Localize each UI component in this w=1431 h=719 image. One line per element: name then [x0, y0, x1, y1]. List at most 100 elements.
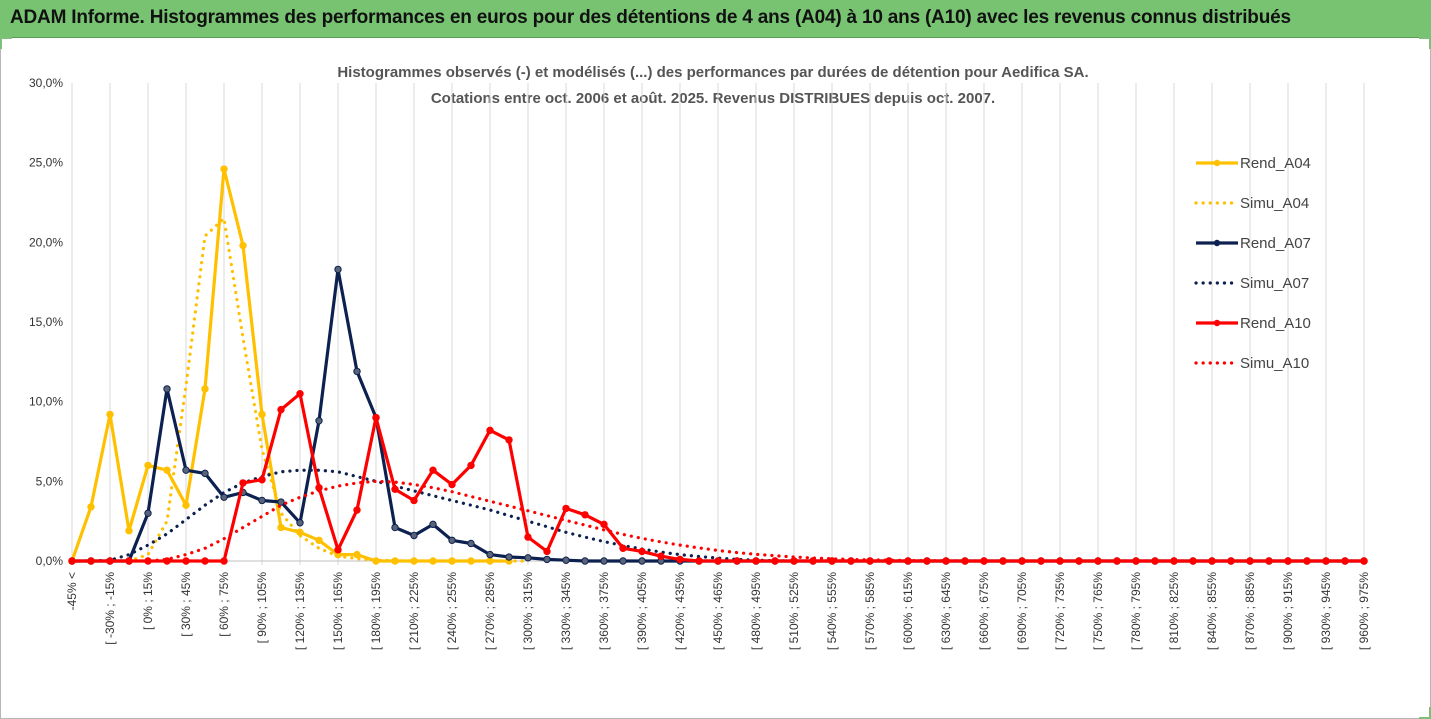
chart-title: Histogrammes observés (-) et modélisés (…	[337, 64, 1088, 81]
data-point-rend-a07	[334, 265, 342, 274]
x-tick-label: [ 840% ; 855%	[1205, 572, 1219, 650]
data-point-rend-a10	[467, 461, 475, 470]
data-point-rend-a10	[790, 557, 798, 565]
x-axis: -45% < [ -30% ; -15% [ 0% ; 15% [ 30% ; 45%…	[65, 560, 1371, 650]
data-point-rend-a07	[543, 555, 551, 564]
data-point-rend-a10	[714, 557, 722, 565]
legend-label-simu-a07: Simu_A07	[1240, 275, 1309, 292]
legend-label-rend-a10: Rend_A10	[1240, 315, 1311, 332]
legend-label-rend-a07: Rend_A07	[1240, 235, 1311, 252]
x-tick-label: [ 720% ; 735%	[1053, 572, 1067, 650]
data-point-rend-a10	[733, 557, 741, 565]
x-tick-label: [ 420% ; 435%	[673, 572, 687, 650]
data-point-rend-a10	[353, 506, 361, 514]
data-point-rend-a10	[410, 496, 418, 505]
data-point-rend-a10	[581, 511, 589, 519]
x-tick-label: [ 30% ; 45%	[179, 572, 193, 637]
data-point-rend-a07	[619, 557, 627, 565]
data-point-rend-a07	[467, 539, 475, 548]
x-tick-label: [ -30% ; -15%	[103, 572, 117, 645]
data-point-rend-a07	[144, 509, 152, 517]
data-point-rend-a10	[334, 546, 342, 554]
y-tick-label: 30,0%	[29, 76, 63, 90]
data-point-rend-a10	[695, 557, 703, 565]
data-point-rend-a07	[277, 498, 285, 506]
legend-marker-rend-a10	[1213, 319, 1221, 327]
x-tick-label: [ 570% ; 585%	[863, 572, 877, 650]
x-tick-label: [ 240% ; 255%	[445, 572, 459, 650]
x-tick-label: [ 360% ; 375%	[597, 572, 611, 650]
selection-corner-top-right	[1419, 37, 1431, 49]
data-point-rend-a10	[600, 520, 608, 529]
data-point-rend-a10	[296, 390, 304, 398]
x-tick-label: [ 510% ; 525%	[787, 572, 801, 650]
banner-title: ADAM Informe. Histogrammes des performan…	[10, 7, 1291, 28]
x-tick-label: [ 540% ; 555%	[825, 572, 839, 650]
x-tick-label: [ 90% ; 105%	[255, 572, 269, 644]
x-tick-label: [ 270% ; 285%	[483, 572, 497, 650]
x-tick-label: [ 210% ; 225%	[407, 572, 421, 650]
x-tick-label: [ 390% ; 405%	[635, 572, 649, 650]
x-tick-label: [ 450% ; 465%	[711, 572, 725, 650]
data-point-rend-a07	[201, 469, 209, 478]
data-point-rend-a04	[106, 410, 114, 419]
x-tick-label: [ 180% ; 195%	[369, 572, 383, 650]
x-tick-label: [ 630% ; 645%	[939, 572, 953, 650]
data-point-rend-a04	[163, 466, 171, 474]
legend-label-simu-a04: Simu_A04	[1240, 195, 1309, 212]
x-tick-label: [ 480% ; 495%	[749, 572, 763, 650]
data-point-rend-a07	[315, 417, 323, 425]
data-point-rend-a10	[505, 436, 513, 444]
data-point-rend-a07	[562, 556, 570, 564]
series-group	[68, 165, 1368, 565]
x-tick-label: [ 330% ; 345%	[559, 572, 573, 650]
data-point-rend-a07	[448, 536, 456, 544]
data-point-rend-a10	[828, 557, 836, 565]
x-tick-label: [ 960% ; 975%	[1357, 572, 1371, 650]
x-tick-label: [ 120% ; 135%	[293, 572, 307, 650]
data-point-rend-a04	[258, 410, 266, 419]
x-tick-label: [ 900% ; 915%	[1281, 572, 1295, 650]
data-point-rend-a10	[220, 557, 228, 565]
x-tick-label: [ 930% ; 945%	[1319, 572, 1333, 650]
data-point-rend-a07	[524, 554, 532, 562]
data-point-rend-a07	[296, 519, 304, 527]
y-tick-label: 25,0%	[29, 156, 63, 170]
data-point-rend-a10	[543, 547, 551, 556]
data-point-rend-a07	[391, 523, 399, 532]
data-point-rend-a10	[657, 552, 665, 560]
x-tick-label: [ 690% ; 705%	[1015, 572, 1029, 650]
banner: ADAM Informe. Histogrammes des performan…	[0, 0, 1431, 38]
data-point-rend-a07	[486, 550, 494, 559]
series-line-simu-a10	[70, 479, 1366, 563]
x-tick-label: [ 660% ; 675%	[977, 572, 991, 650]
data-point-rend-a10	[201, 557, 209, 565]
data-point-rend-a10	[372, 413, 380, 422]
data-point-rend-a10	[524, 533, 532, 541]
data-point-rend-a04	[277, 523, 285, 532]
legend-marker-rend-a04	[1213, 159, 1221, 167]
data-point-rend-a07	[220, 493, 228, 501]
x-tick-label: [ 60% ; 75%	[217, 572, 231, 637]
data-point-rend-a10	[448, 480, 456, 489]
data-point-rend-a07	[600, 557, 608, 565]
data-point-rend-a04	[144, 461, 152, 470]
data-point-rend-a04	[353, 550, 361, 559]
data-point-rend-a10	[619, 544, 627, 552]
data-point-rend-a07	[505, 553, 513, 561]
selection-corner-top-left	[0, 37, 12, 49]
legend-label-rend-a04: Rend_A04	[1240, 155, 1311, 172]
x-tick-label: [ 300% ; 315%	[521, 572, 535, 650]
data-point-rend-a07	[258, 496, 266, 505]
y-tick-label: 15,0%	[29, 315, 63, 329]
data-point-rend-a07	[353, 367, 361, 376]
x-tick-label: [ 150% ; 165%	[331, 572, 345, 650]
series-line-simu-a04	[70, 216, 530, 563]
y-axis: 0,0% 5,0% 10,0% 15,0% 20,0% 25,0% 30,0%	[29, 76, 63, 568]
data-point-rend-a04	[239, 241, 247, 250]
data-point-rend-a10	[638, 547, 646, 556]
data-point-rend-a10	[676, 555, 684, 564]
data-point-rend-a07	[410, 531, 418, 540]
